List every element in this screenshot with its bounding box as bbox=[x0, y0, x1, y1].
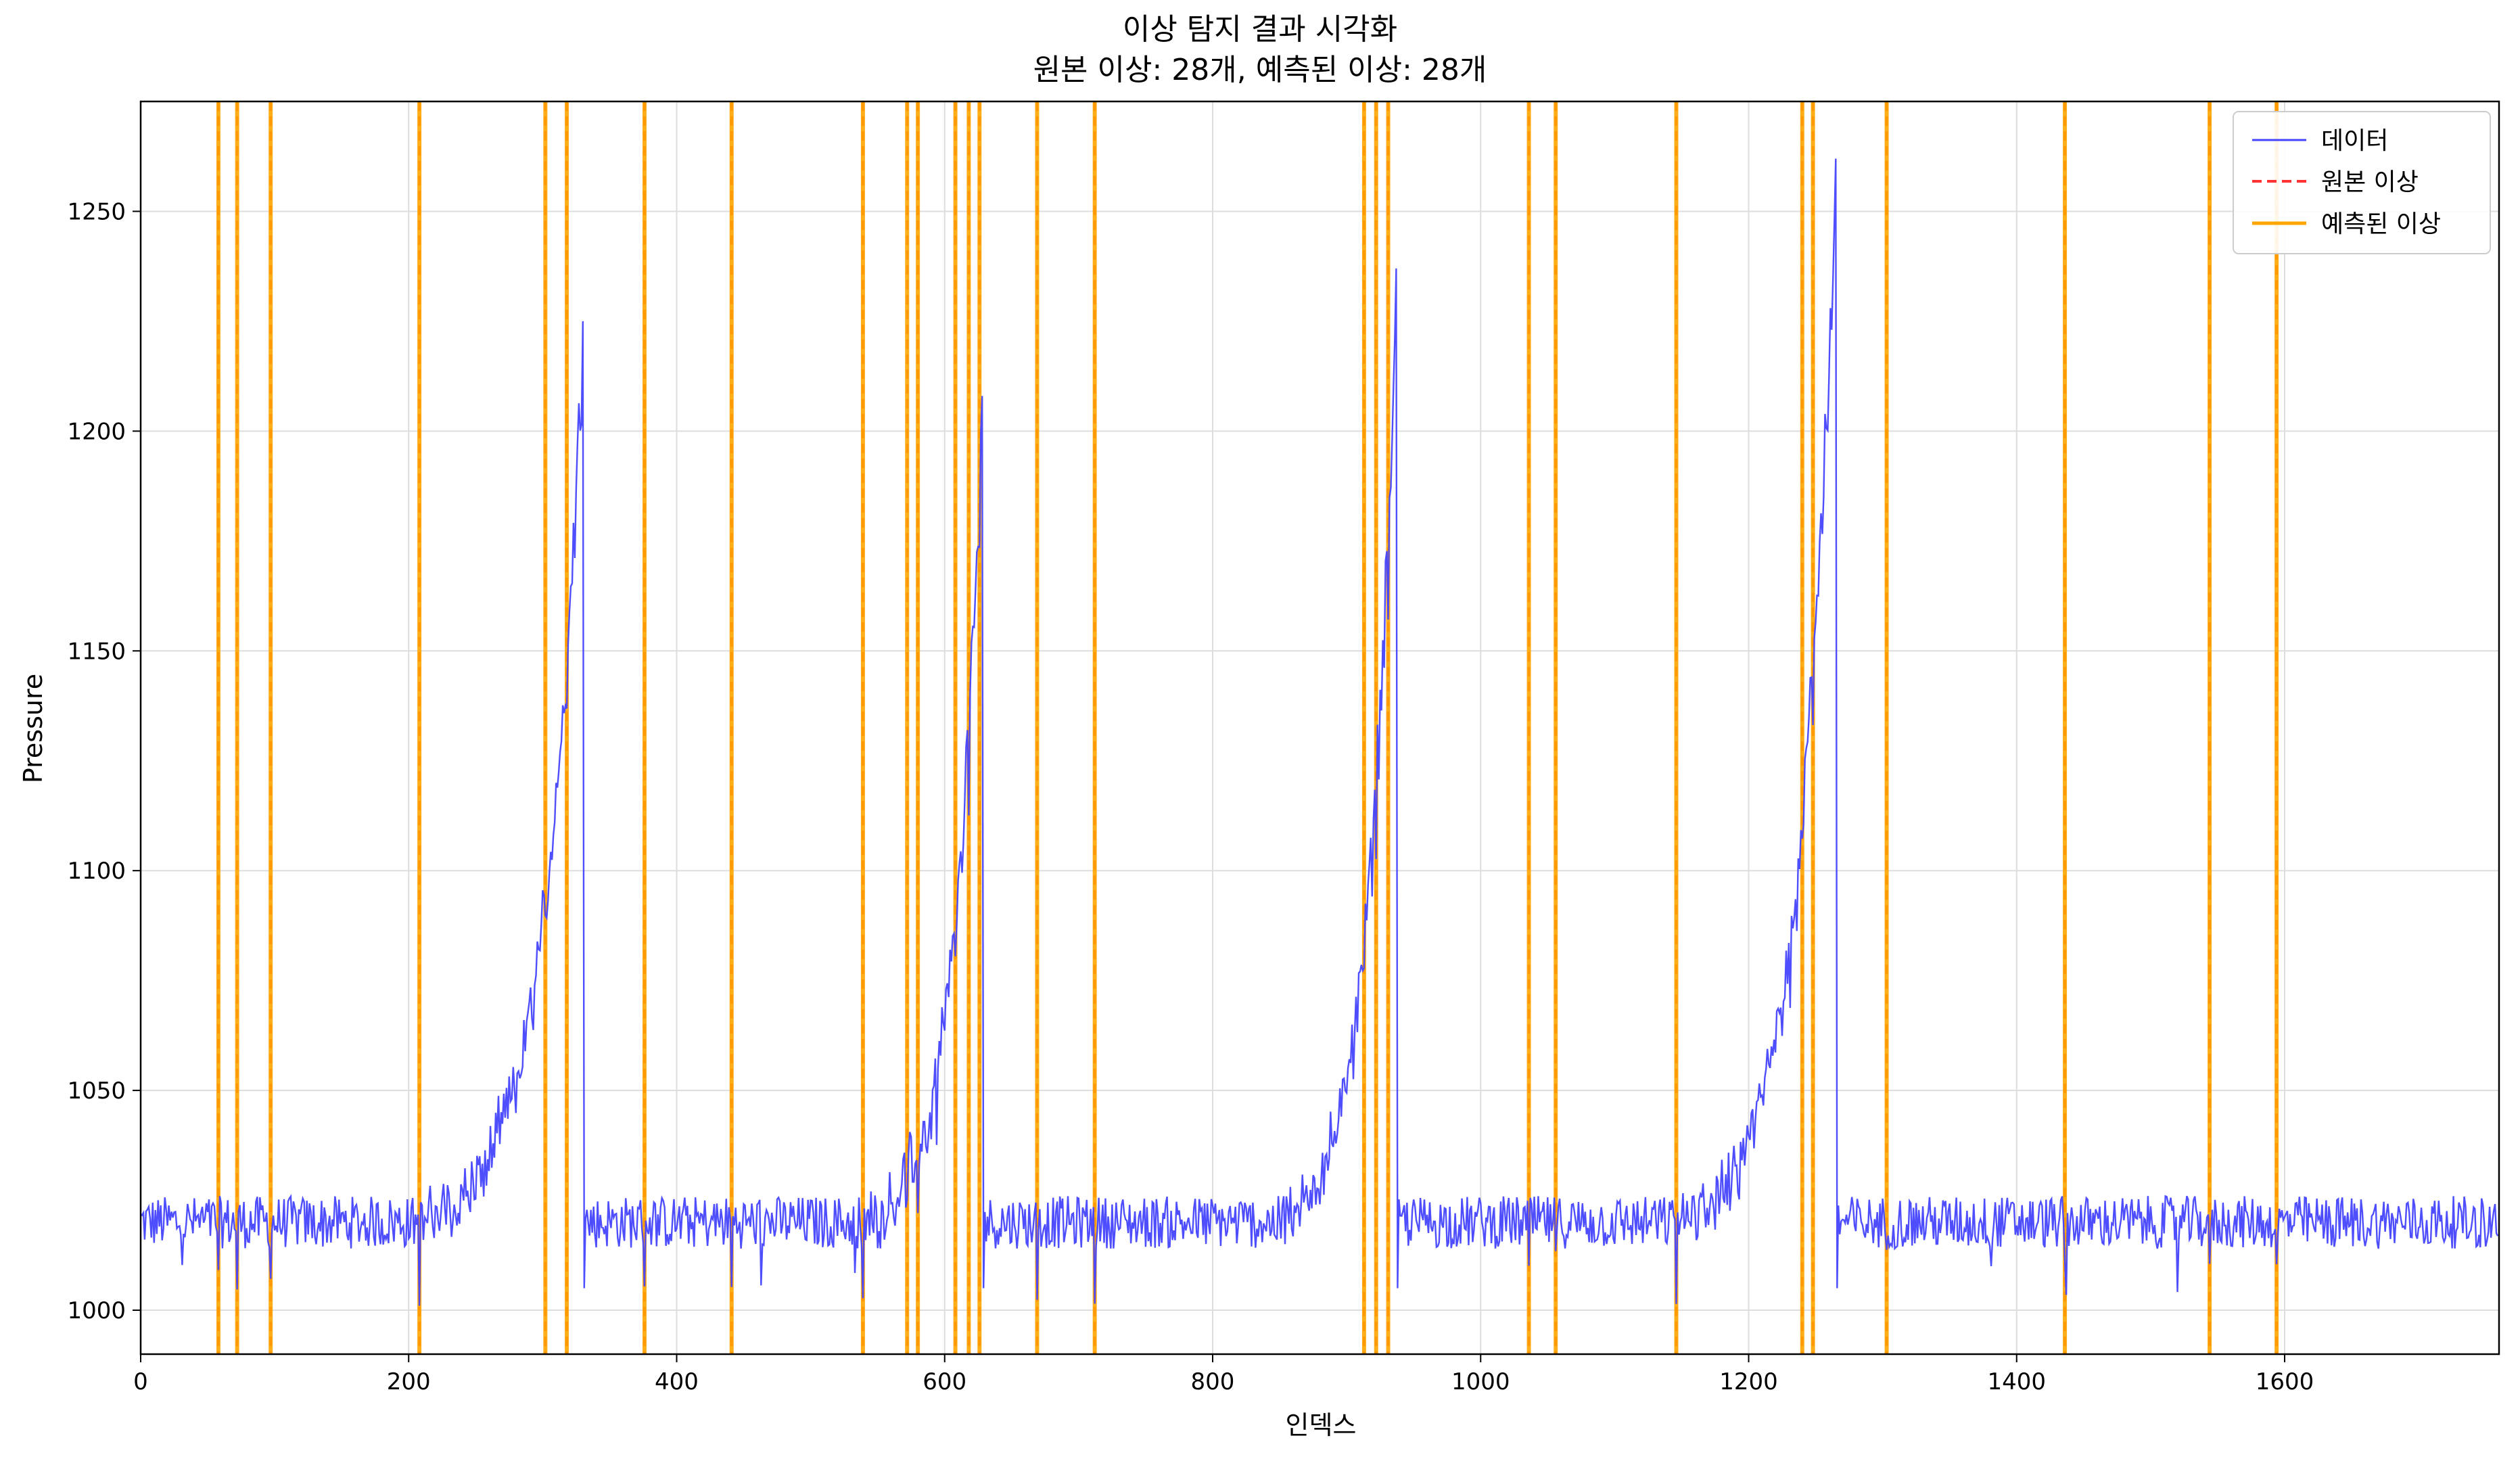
x-tick-label: 600 bbox=[923, 1368, 966, 1395]
legend-label-data: 데이터 bbox=[2321, 127, 2388, 155]
legend-label-original: 원본 이상 bbox=[2321, 168, 2419, 196]
x-axis-label: 인덱스 bbox=[1286, 1410, 1357, 1440]
legend: 데이터 원본 이상 예측된 이상 bbox=[2233, 112, 2490, 254]
original-anomaly-lines bbox=[218, 101, 2277, 1354]
x-tick-label: 200 bbox=[387, 1368, 431, 1395]
y-tick-label: 1000 bbox=[67, 1297, 126, 1324]
x-tick-label: 400 bbox=[655, 1368, 699, 1395]
y-tick-label: 1050 bbox=[67, 1078, 126, 1105]
y-axis-label: Pressure bbox=[18, 674, 48, 783]
x-tick-label: 800 bbox=[1191, 1368, 1235, 1395]
y-tick-label: 1150 bbox=[67, 638, 126, 665]
chart-subtitle: 원본 이상: 28개, 예측된 이상: 28개 bbox=[1033, 53, 1487, 87]
chart-title: 이상 탐지 결과 시각화 bbox=[1123, 12, 1397, 47]
x-tick-label: 1000 bbox=[1451, 1368, 1510, 1395]
data-series bbox=[141, 159, 2498, 1306]
y-tick-label: 1100 bbox=[67, 858, 126, 885]
grid-lines bbox=[141, 101, 2499, 1354]
legend-label-predicted: 예측된 이상 bbox=[2321, 210, 2441, 238]
x-tick-label: 1200 bbox=[1719, 1368, 1778, 1395]
pressure-line bbox=[141, 159, 2498, 1306]
x-tick-label: 1600 bbox=[2256, 1368, 2314, 1395]
predicted-anomaly-lines bbox=[218, 101, 2277, 1354]
y-tick-label: 1200 bbox=[67, 418, 126, 445]
y-axis-ticks: 1000 1050 1100 1150 1200 1250 bbox=[67, 198, 141, 1324]
y-tick-label: 1250 bbox=[67, 198, 126, 225]
x-tick-label: 1400 bbox=[1987, 1368, 2046, 1395]
x-tick-label: 0 bbox=[133, 1368, 148, 1395]
plot-frame bbox=[141, 101, 2499, 1354]
x-axis-ticks: 0 200 400 600 800 1000 1200 1400 1600 bbox=[133, 1354, 2314, 1395]
